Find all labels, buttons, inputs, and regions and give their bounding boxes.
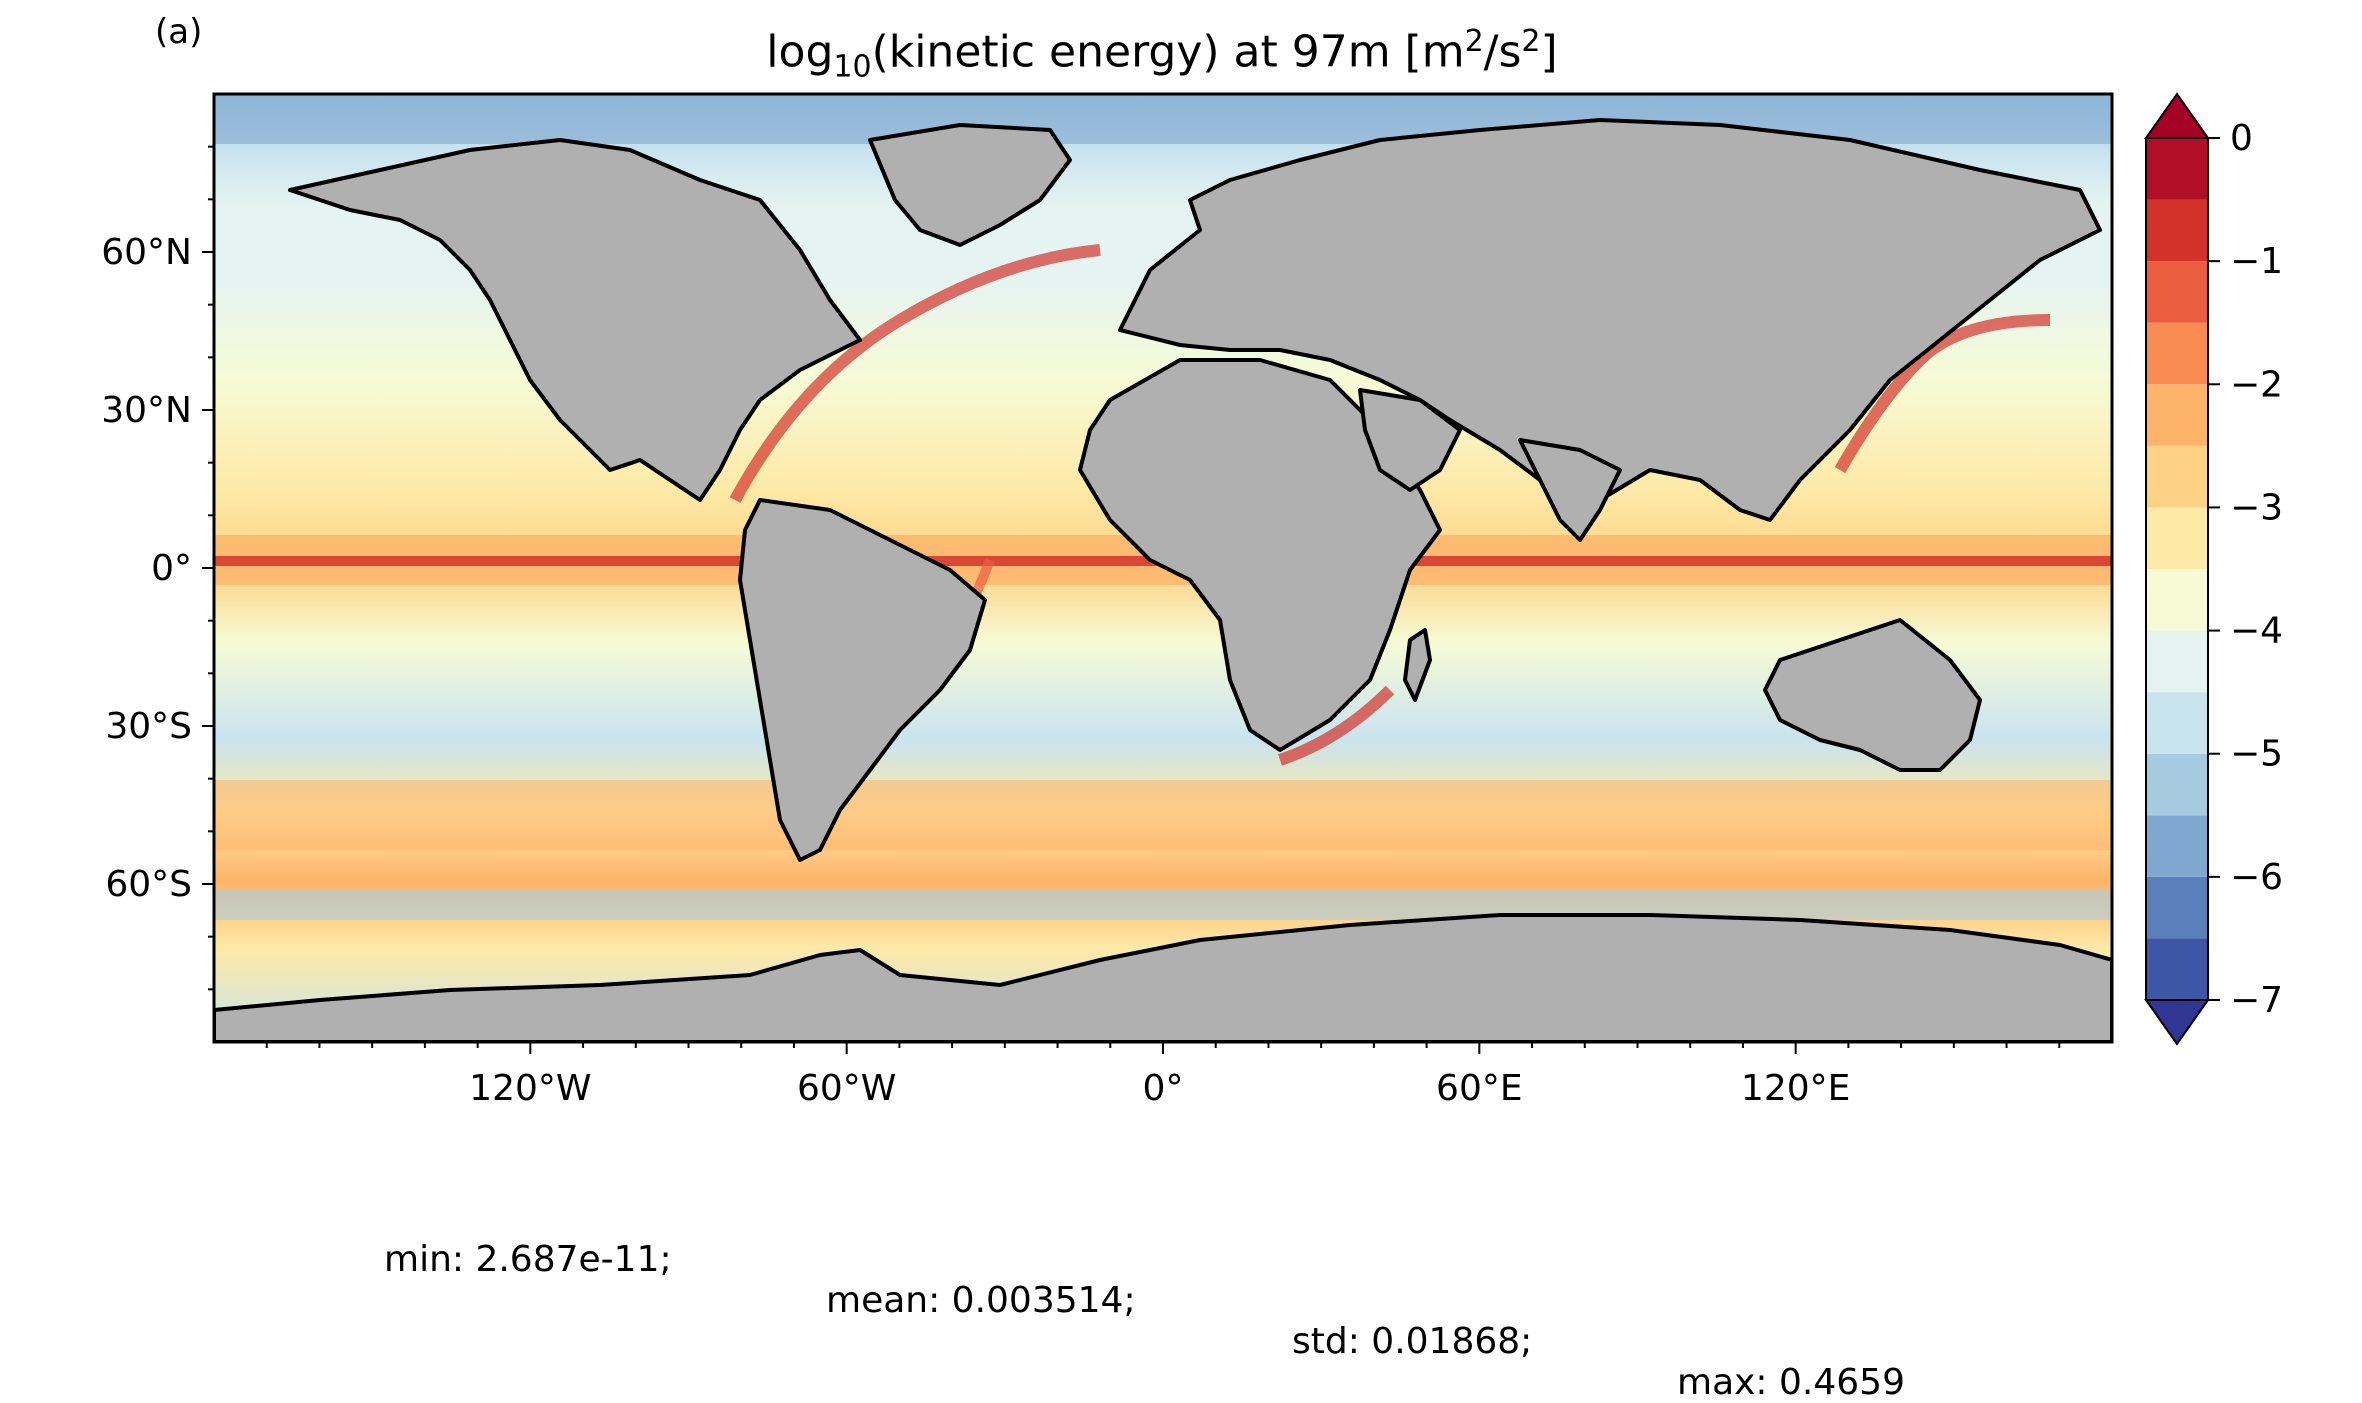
- x-tick-label: 0°: [1143, 1068, 1184, 1109]
- arabian-peninsula: [1358, 388, 1462, 492]
- stat-mean: mean: 0.003514;: [826, 1280, 1136, 1321]
- antarctica: [214, 913, 2112, 1042]
- map-figure: 120°W 60°W 0° 60°E 120°E 60°N30°N0°30°S60°S …: [101, 92, 2283, 1109]
- india: [1518, 438, 1622, 542]
- title-suffix: ]: [1540, 26, 1558, 78]
- colorbar-bins: [2146, 138, 2208, 1000]
- colorbar-bin: [2146, 876, 2208, 939]
- eurasia: [1118, 118, 2102, 522]
- x-tick-label: 60°W: [797, 1068, 896, 1109]
- colorbar-bin: [2146, 384, 2208, 446]
- colorbar-bin: [2146, 507, 2208, 569]
- title-sup-2: 2: [1521, 24, 1541, 59]
- title-sup-1: 2: [1464, 24, 1484, 59]
- north-america: [288, 138, 862, 502]
- colorbar-bin: [2146, 569, 2208, 631]
- title-mid: /s: [1483, 26, 1522, 78]
- colorbar-bin: [2146, 815, 2208, 877]
- colorbar-tick-label: −7: [2230, 980, 2283, 1021]
- map-plot-area: [214, 94, 2112, 1042]
- colorbar-tick-label: −2: [2230, 364, 2283, 405]
- colorbar-bin: [2146, 322, 2208, 385]
- agulhas-current: [1278, 685, 1395, 766]
- x-tick-label: 120°E: [1741, 1068, 1850, 1109]
- statistics-line: min: 2.687e-11; mean: 0.003514; std: 0.0…: [0, 1198, 2362, 1403]
- x-axis: 120°W 60°W 0° 60°E 120°E: [265, 1042, 2061, 1109]
- colorbar-tick-label: −6: [2230, 857, 2283, 898]
- land-masses: [214, 118, 2112, 1042]
- colorbar-ticks: 0 −1 −2 −3 −4 −5 −6 −7: [2208, 118, 2283, 1021]
- panel-label: (a): [155, 12, 203, 52]
- southern-ocean-band: [214, 780, 2112, 850]
- colorbar-bin: [2146, 938, 2208, 1000]
- title-prefix-subscript: 10: [833, 49, 872, 85]
- title-main: (kinetic energy) at 97m [m: [871, 26, 1465, 78]
- y-axis: 60°N 30°N 0° 30°S 60°S: [101, 145, 214, 991]
- colorbar-bin: [2146, 199, 2208, 262]
- south-america: [738, 498, 987, 862]
- colorbar-bin: [2146, 138, 2208, 200]
- stat-std: std: 0.01868;: [1292, 1321, 1533, 1362]
- colorbar-tick-label: −5: [2230, 734, 2283, 775]
- colorbar-tick-label: −3: [2230, 487, 2283, 528]
- kuroshio-current: [1834, 314, 2051, 473]
- madagascar: [1403, 628, 1432, 702]
- y-tick-label: 60°S: [105, 864, 192, 905]
- x-tick-label: 60°E: [1436, 1068, 1523, 1109]
- colorbar-bin: [2146, 261, 2208, 323]
- y-tick-label: 60°N: [101, 232, 192, 273]
- greenland: [868, 123, 1072, 247]
- colorbar: 0 −1 −2 −3 −4 −5 −6 −7: [2144, 92, 2283, 1046]
- colorbar-max-extension: [2144, 92, 2210, 139]
- map-title: log10(kinetic energy) at 97m [m2/s2]: [212, 24, 2112, 84]
- colorbar-min-extension: [2144, 999, 2210, 1046]
- y-tick-label: 30°N: [101, 390, 192, 431]
- colorbar-tick-label: −4: [2230, 611, 2283, 652]
- africa: [1078, 358, 1442, 752]
- stat-min: min: 2.687e-11;: [384, 1239, 672, 1280]
- subpolar-blue-band: [214, 890, 2112, 920]
- colorbar-tick-label: 0: [2230, 118, 2253, 159]
- colorbar-tick-label: −1: [2230, 241, 2283, 282]
- y-tick-label: 0°: [151, 548, 192, 589]
- x-tick-label: 120°W: [469, 1068, 591, 1109]
- colorbar-bin: [2146, 753, 2208, 816]
- stat-max: max: 0.4659: [1677, 1362, 1905, 1403]
- australia: [1763, 618, 1982, 772]
- title-prefix: log: [766, 26, 834, 78]
- colorbar-bin: [2146, 630, 2208, 693]
- y-tick-label: 30°S: [105, 706, 192, 747]
- colorbar-frame: [2145, 137, 2209, 1001]
- colorbar-bin: [2146, 445, 2208, 508]
- colorbar-bin: [2146, 692, 2208, 754]
- gulf-stream: [729, 244, 1101, 503]
